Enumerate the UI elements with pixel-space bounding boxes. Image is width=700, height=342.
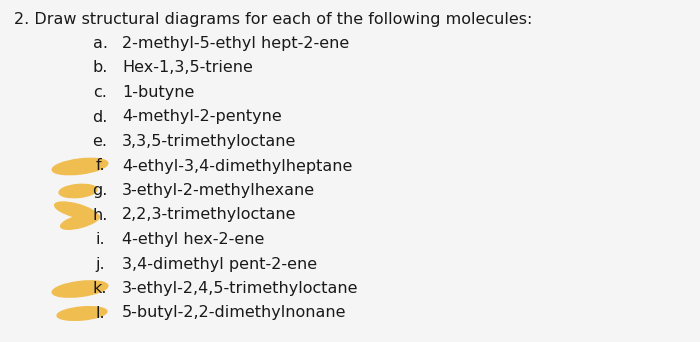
Ellipse shape	[59, 184, 97, 198]
Text: g.: g.	[92, 183, 108, 198]
Text: Hex-1,3,5-triene: Hex-1,3,5-triene	[122, 61, 253, 76]
Text: l.: l.	[95, 305, 105, 320]
Text: c.: c.	[93, 85, 107, 100]
Text: 3,3,5-trimethyloctane: 3,3,5-trimethyloctane	[122, 134, 296, 149]
Text: 2. Draw structural diagrams for each of the following molecules:: 2. Draw structural diagrams for each of …	[14, 12, 533, 27]
Ellipse shape	[52, 158, 108, 175]
Text: 5-butyl-2,2-dimethylnonane: 5-butyl-2,2-dimethylnonane	[122, 305, 346, 320]
Text: d.: d.	[92, 109, 108, 124]
Ellipse shape	[52, 281, 108, 297]
Ellipse shape	[55, 202, 97, 219]
Ellipse shape	[57, 307, 107, 320]
Text: h.: h.	[92, 208, 108, 223]
Text: b.: b.	[92, 61, 108, 76]
Text: 3-ethyl-2,4,5-trimethyloctane: 3-ethyl-2,4,5-trimethyloctane	[122, 281, 358, 296]
Text: 3,4-dimethyl pent-2-ene: 3,4-dimethyl pent-2-ene	[122, 256, 317, 272]
Text: 3-ethyl-2-methylhexane: 3-ethyl-2-methylhexane	[122, 183, 315, 198]
Text: 2-methyl-5-ethyl hept-2-ene: 2-methyl-5-ethyl hept-2-ene	[122, 36, 349, 51]
Text: 4-methyl-2-pentyne: 4-methyl-2-pentyne	[122, 109, 281, 124]
Ellipse shape	[61, 214, 99, 229]
Text: a.: a.	[92, 36, 108, 51]
Text: 4-ethyl hex-2-ene: 4-ethyl hex-2-ene	[122, 232, 265, 247]
Text: 1-butyne: 1-butyne	[122, 85, 195, 100]
Text: i.: i.	[95, 232, 105, 247]
Text: 2,2,3-trimethyloctane: 2,2,3-trimethyloctane	[122, 208, 297, 223]
Text: j.: j.	[95, 256, 105, 272]
Text: e.: e.	[92, 134, 108, 149]
Text: 4-ethyl-3,4-dimethylheptane: 4-ethyl-3,4-dimethylheptane	[122, 158, 352, 173]
Text: f.: f.	[95, 158, 105, 173]
Text: k.: k.	[92, 281, 107, 296]
